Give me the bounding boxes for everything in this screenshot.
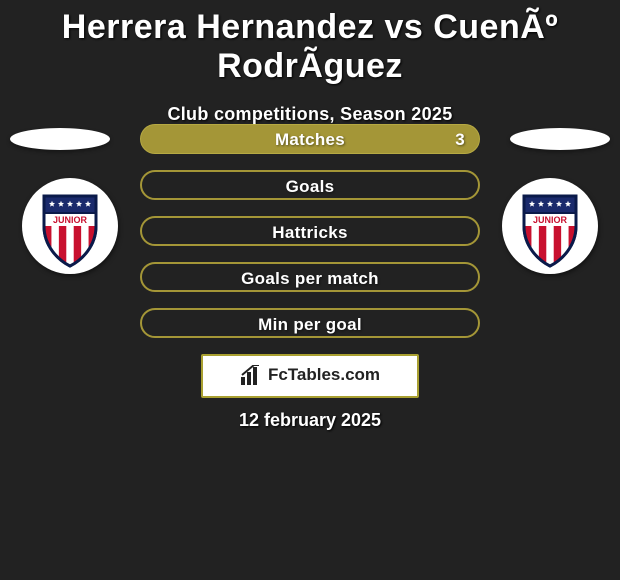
stat-label: Min per goal (258, 310, 362, 340)
stat-label: Matches (275, 125, 345, 155)
player-photo-placeholder-right (510, 128, 610, 150)
date-text: 12 february 2025 (0, 410, 620, 431)
stat-value-right: 3 (455, 125, 465, 155)
brand-badge: FcTables.com (201, 354, 419, 398)
stats-table: Matches 3 Goals Hattricks Goals per match Min… (140, 124, 480, 354)
bar-chart-icon (240, 365, 262, 385)
stat-row: Min per goal (140, 308, 480, 338)
stat-row: Goals (140, 170, 480, 200)
stat-label: Goals (286, 172, 335, 202)
page-title: Herrera Hernandez vs CuenÃº RodrÃ­guez (0, 0, 620, 86)
team-badge-left: JUNIOR (22, 178, 118, 274)
svg-text:JUNIOR: JUNIOR (53, 215, 88, 225)
stat-label: Hattricks (272, 218, 347, 248)
stat-label: Goals per match (241, 264, 379, 294)
svg-text:JUNIOR: JUNIOR (533, 215, 568, 225)
team-badge-right: JUNIOR (502, 178, 598, 274)
stat-row: Matches 3 (140, 124, 480, 154)
subtitle: Club competitions, Season 2025 (0, 104, 620, 125)
player-photo-placeholder-left (10, 128, 110, 150)
brand-text: FcTables.com (268, 365, 380, 385)
stat-row: Hattricks (140, 216, 480, 246)
stat-row: Goals per match (140, 262, 480, 292)
